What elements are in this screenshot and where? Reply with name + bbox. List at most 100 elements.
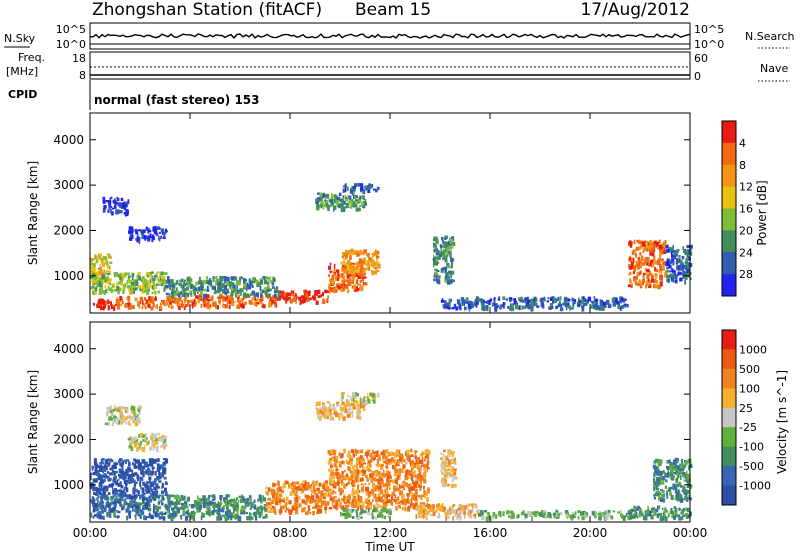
data-cell [145, 504, 149, 510]
data-cell [131, 473, 135, 477]
data-cell [640, 266, 642, 269]
data-cell [141, 306, 144, 310]
data-cell [591, 301, 595, 305]
data-cell [270, 488, 274, 494]
data-cell [152, 278, 156, 282]
data-cell [171, 507, 175, 511]
data-cell [371, 515, 374, 520]
data-cell [399, 501, 403, 505]
data-cell [616, 300, 620, 305]
data-cell [447, 483, 450, 487]
data-cell [339, 456, 344, 459]
data-cell [104, 284, 107, 289]
data-cell [293, 483, 296, 486]
data-cell [287, 482, 292, 485]
data-cell [218, 293, 222, 296]
data-cell [117, 290, 120, 295]
data-cell [212, 278, 215, 283]
data-cell [127, 415, 131, 419]
colorbar-swatch [722, 274, 736, 297]
data-cell [313, 484, 315, 490]
data-cell [106, 511, 110, 517]
data-cell [363, 282, 368, 286]
data-cell [227, 500, 230, 505]
data-cell [640, 284, 643, 289]
data-cell [168, 300, 172, 305]
data-cell [108, 505, 112, 510]
data-cell [238, 294, 241, 299]
data-cell [666, 248, 670, 253]
data-cell [386, 472, 390, 476]
data-cell [168, 298, 171, 302]
data-cell [374, 267, 377, 270]
data-cell [169, 285, 171, 290]
data-cell [357, 500, 360, 506]
data-cell [343, 501, 347, 504]
data-cell [453, 471, 457, 476]
data-cell [120, 298, 123, 302]
data-cell [113, 205, 116, 209]
data-cell [184, 292, 188, 296]
data-cell [116, 282, 119, 286]
data-cell [420, 478, 424, 481]
data-cell [614, 297, 618, 303]
data-cell [472, 503, 475, 506]
data-cell [638, 246, 641, 250]
data-cell [447, 462, 452, 468]
data-cell [635, 260, 639, 264]
data-cell [129, 414, 131, 419]
velocity-heatmap [90, 392, 693, 522]
data-cell [124, 304, 128, 308]
data-cell [527, 304, 530, 310]
data-cell [202, 281, 207, 285]
data-cell [185, 282, 188, 286]
data-cell [682, 262, 684, 266]
data-cell [468, 300, 472, 304]
data-cell [300, 483, 303, 486]
data-cell [358, 456, 361, 462]
data-cell [448, 459, 451, 465]
data-cell [266, 502, 268, 506]
data-cell [426, 454, 430, 458]
data-cell [434, 509, 438, 513]
data-cell [324, 289, 328, 294]
data-cell [349, 264, 353, 269]
data-cell [579, 511, 582, 516]
data-cell [329, 480, 331, 486]
data-cell [201, 284, 204, 287]
data-cell [572, 512, 576, 516]
data-cell [343, 258, 346, 262]
data-cell [187, 301, 190, 306]
data-cell [367, 492, 369, 495]
data-cell [221, 282, 225, 288]
colorbar-tick-label: 4 [739, 137, 746, 150]
data-cell [679, 277, 683, 282]
data-cell [161, 511, 163, 517]
data-cell [474, 301, 476, 307]
data-cell [104, 507, 107, 510]
data-cell [468, 514, 473, 519]
data-cell [266, 505, 271, 509]
data-cell [97, 304, 101, 309]
data-cell [110, 501, 113, 506]
data-cell [378, 486, 382, 490]
data-cell [399, 490, 403, 495]
data-cell [610, 515, 614, 520]
data-cell [325, 488, 329, 492]
data-cell [414, 455, 417, 460]
data-cell [295, 505, 298, 511]
data-cell [184, 296, 188, 299]
data-cell [570, 514, 574, 520]
data-cell [115, 209, 119, 215]
data-cell [617, 511, 620, 514]
data-cell [401, 506, 405, 511]
data-cell [481, 515, 485, 521]
data-cell [147, 488, 151, 493]
data-cell [459, 305, 462, 311]
data-cell [410, 492, 413, 495]
data-cell [365, 254, 369, 257]
data-cell [334, 286, 337, 290]
data-cell [193, 285, 196, 290]
data-cell [442, 453, 445, 457]
data-cell [635, 512, 638, 518]
